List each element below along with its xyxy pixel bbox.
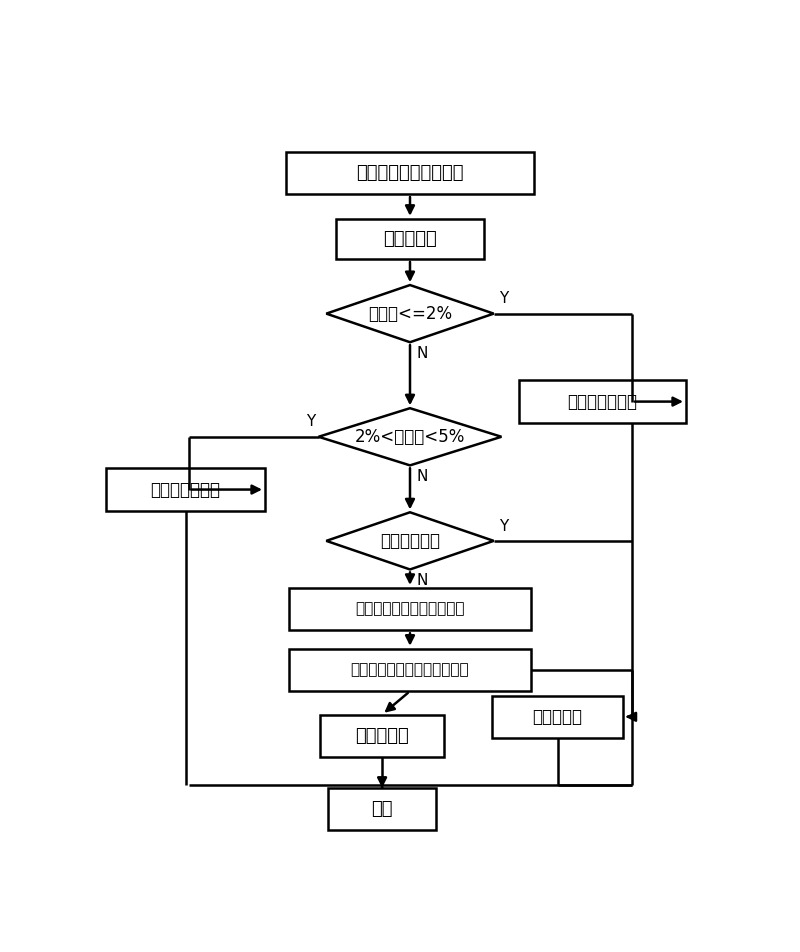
Text: N: N xyxy=(416,469,427,484)
FancyBboxPatch shape xyxy=(518,381,686,423)
Text: 该信道为差信道: 该信道为差信道 xyxy=(150,481,221,499)
Text: 休眠: 休眠 xyxy=(371,801,393,818)
FancyBboxPatch shape xyxy=(106,468,265,511)
Polygon shape xyxy=(318,408,502,466)
Text: Y: Y xyxy=(498,291,508,307)
Text: 变为差信道: 变为差信道 xyxy=(533,707,582,725)
FancyBboxPatch shape xyxy=(289,587,531,630)
Text: 统计丢包数和发包总数: 统计丢包数和发包总数 xyxy=(356,164,464,182)
FancyBboxPatch shape xyxy=(336,219,485,259)
Text: Y: Y xyxy=(498,519,508,533)
Polygon shape xyxy=(326,285,494,342)
Text: 是否为好信道: 是否为好信道 xyxy=(380,532,440,550)
Text: 该信道为好信道: 该信道为好信道 xyxy=(567,392,638,410)
Text: 该信道为坏信道放入黑名单: 该信道为坏信道放入黑名单 xyxy=(355,602,465,617)
Text: N: N xyxy=(416,346,427,361)
FancyBboxPatch shape xyxy=(328,788,436,830)
FancyBboxPatch shape xyxy=(493,696,622,738)
FancyBboxPatch shape xyxy=(286,151,534,194)
Text: Y: Y xyxy=(306,414,315,429)
Text: 上报黑名单: 上报黑名单 xyxy=(355,727,409,744)
FancyBboxPatch shape xyxy=(289,648,531,691)
Text: 计算丢包率: 计算丢包率 xyxy=(383,229,437,248)
Text: N: N xyxy=(416,573,427,588)
Polygon shape xyxy=(326,512,494,569)
Text: 丢包率<=2%: 丢包率<=2% xyxy=(368,305,452,323)
Text: 信道替换确定新的跳信道序列: 信道替换确定新的跳信道序列 xyxy=(350,663,470,678)
Text: 2%<丢包率<5%: 2%<丢包率<5% xyxy=(355,427,465,446)
FancyBboxPatch shape xyxy=(320,715,444,757)
